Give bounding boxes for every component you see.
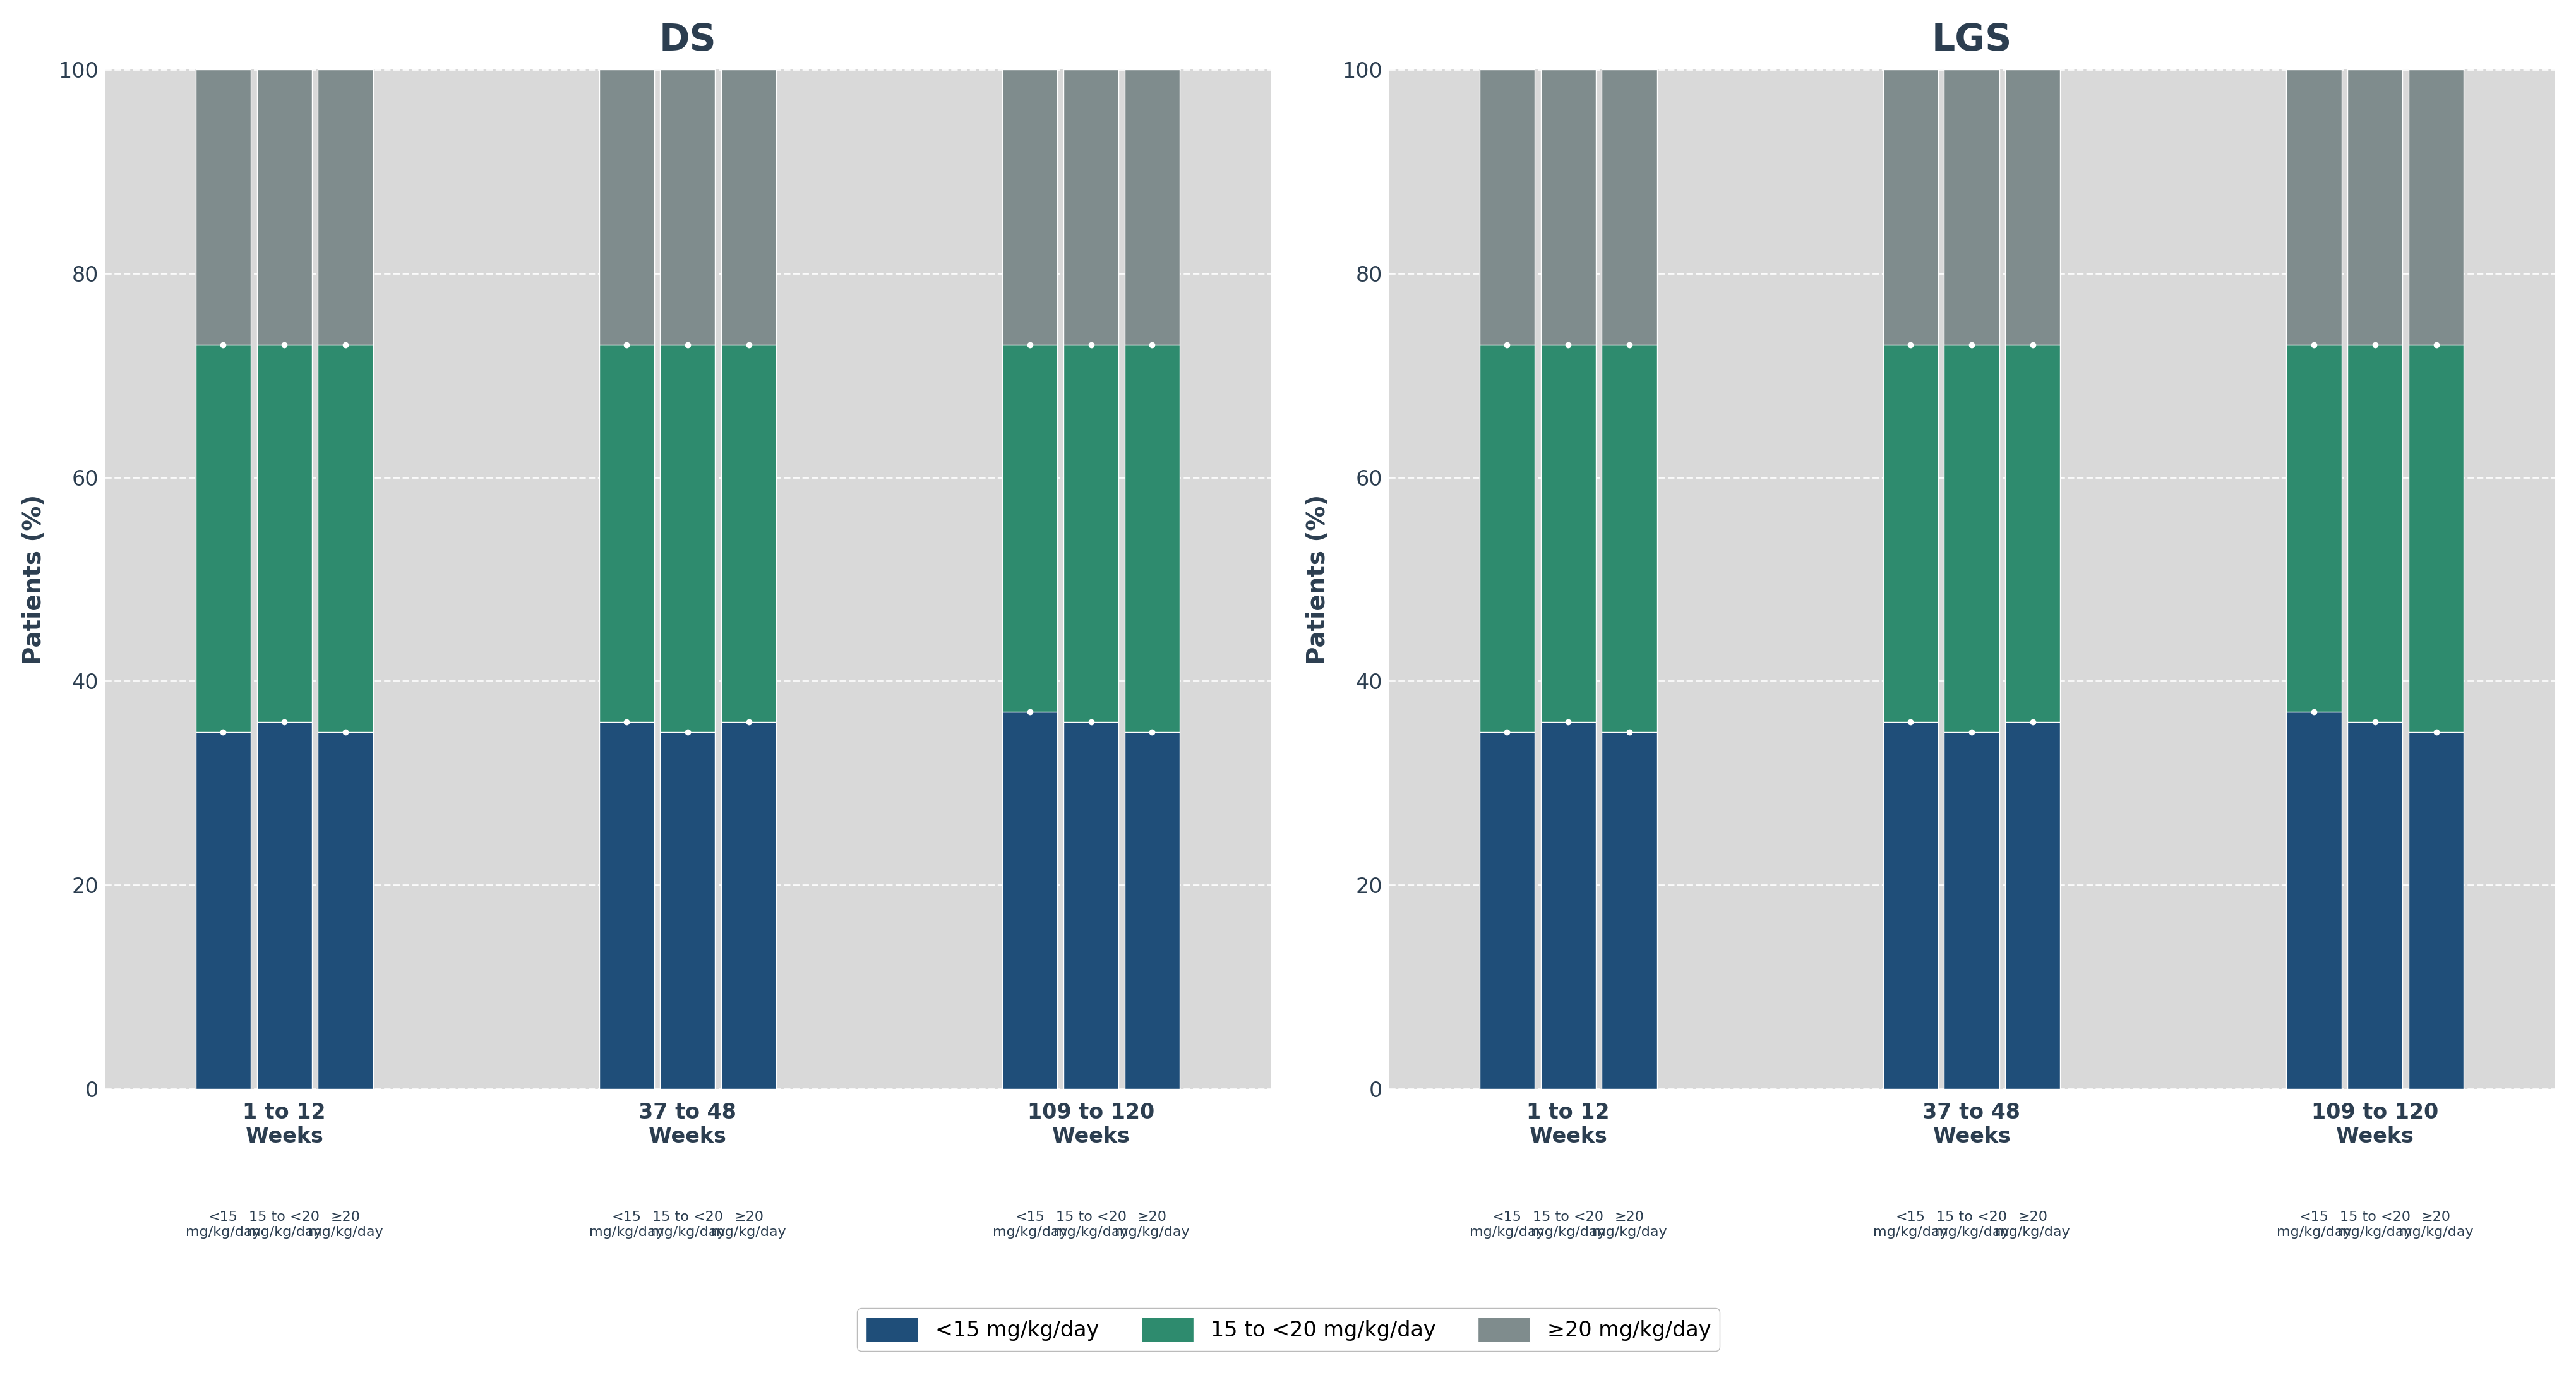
Text: 15 to <20
mg/kg/day: 15 to <20 mg/kg/day [2336,1211,2411,1239]
Bar [1540,345,1595,722]
Text: <15
mg/kg/day: <15 mg/kg/day [185,1211,260,1239]
Bar [659,732,716,1089]
Bar [1002,345,1056,712]
Bar [1479,70,1535,345]
Bar [196,70,250,345]
Bar [1602,70,1656,345]
Bar [1479,345,1535,732]
Bar [1540,722,1595,1089]
Text: ≥20
mg/kg/day: ≥20 mg/kg/day [309,1211,384,1239]
Text: <15
mg/kg/day: <15 mg/kg/day [590,1211,665,1239]
Bar [1945,70,1999,345]
Text: 15 to <20
mg/kg/day: 15 to <20 mg/kg/day [247,1211,322,1239]
Bar [2347,70,2401,345]
Bar [721,70,775,345]
Bar [2409,70,2463,345]
Bar [1883,345,1937,722]
Bar [2285,345,2342,712]
Bar [317,345,374,732]
Legend: <15 mg/kg/day, 15 to <20 mg/kg/day, ≥20 mg/kg/day: <15 mg/kg/day, 15 to <20 mg/kg/day, ≥20 … [858,1308,1718,1350]
Text: ≥20
mg/kg/day: ≥20 mg/kg/day [1994,1211,2069,1239]
Bar [258,70,312,345]
Bar [2347,345,2401,722]
Text: <15
mg/kg/day: <15 mg/kg/day [2275,1211,2352,1239]
Bar [1002,712,1056,1089]
Bar [598,70,654,345]
Bar [1064,722,1118,1089]
Bar [2285,70,2342,345]
Bar [1602,732,1656,1089]
Y-axis label: Patients (%): Patients (%) [23,494,46,664]
Bar [1064,345,1118,722]
Text: 15 to <20
mg/kg/day: 15 to <20 mg/kg/day [1054,1211,1128,1239]
Text: ≥20
mg/kg/day: ≥20 mg/kg/day [1115,1211,1190,1239]
Bar [2285,712,2342,1089]
Bar [1945,345,1999,732]
Text: ≥20
mg/kg/day: ≥20 mg/kg/day [711,1211,786,1239]
Bar [659,345,716,732]
Text: ≥20
mg/kg/day: ≥20 mg/kg/day [1592,1211,1667,1239]
Bar [1540,70,1595,345]
Text: <15
mg/kg/day: <15 mg/kg/day [1873,1211,1947,1239]
Bar [2409,732,2463,1089]
Bar [598,722,654,1089]
Bar [258,722,312,1089]
Text: 15 to <20
mg/kg/day: 15 to <20 mg/kg/day [1935,1211,2009,1239]
Bar [2004,722,2061,1089]
Title: DS: DS [659,22,716,58]
Bar [1002,70,1056,345]
Bar [2409,345,2463,732]
Bar [1883,70,1937,345]
Text: <15
mg/kg/day: <15 mg/kg/day [992,1211,1066,1239]
Bar [2004,345,2061,722]
Text: 15 to <20
mg/kg/day: 15 to <20 mg/kg/day [649,1211,724,1239]
Bar [1602,345,1656,732]
Bar [598,345,654,722]
Text: 15 to <20
mg/kg/day: 15 to <20 mg/kg/day [1530,1211,1605,1239]
Bar [1064,70,1118,345]
Text: <15
mg/kg/day: <15 mg/kg/day [1468,1211,1543,1239]
Text: ≥20
mg/kg/day: ≥20 mg/kg/day [2398,1211,2473,1239]
Bar [1883,722,1937,1089]
Bar [1123,70,1180,345]
Bar [659,70,716,345]
Bar [2347,722,2401,1089]
Bar [317,732,374,1089]
Bar [1123,345,1180,732]
Bar [721,722,775,1089]
Bar [258,345,312,722]
Bar [721,345,775,722]
Title: LGS: LGS [1932,22,2012,58]
Bar [196,732,250,1089]
Bar [2004,70,2061,345]
Y-axis label: Patients (%): Patients (%) [1306,494,1329,664]
Bar [1945,732,1999,1089]
Bar [1123,732,1180,1089]
Bar [196,345,250,732]
Bar [317,70,374,345]
Bar [1479,732,1535,1089]
